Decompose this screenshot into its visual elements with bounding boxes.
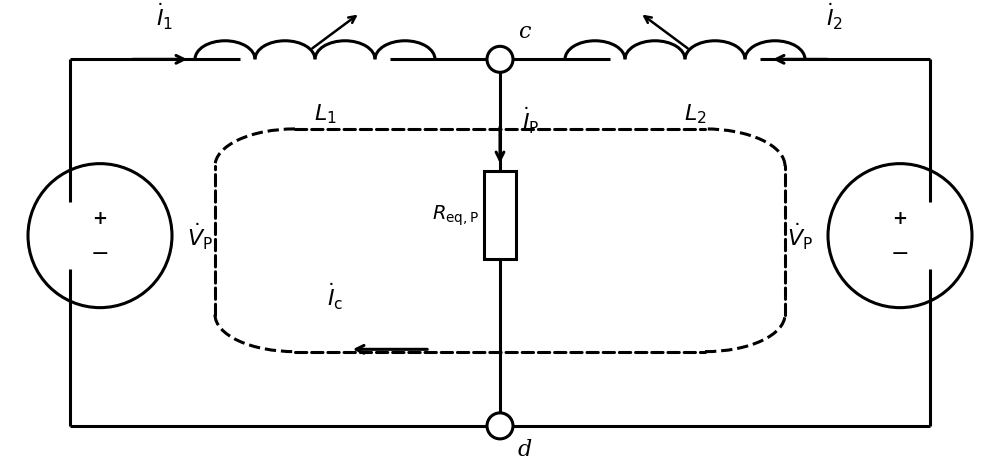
Text: $\dot{V}_{\mathrm{P}}$: $\dot{V}_{\mathrm{P}}$ (187, 221, 213, 251)
Bar (484, 171, 516, 259)
Text: d: d (518, 438, 532, 460)
Text: $R_{\mathrm{eq,P}}$: $R_{\mathrm{eq,P}}$ (432, 203, 479, 227)
Circle shape (487, 413, 513, 439)
Text: c: c (518, 21, 530, 44)
Text: +: + (92, 210, 108, 228)
Text: −: − (891, 243, 909, 264)
Text: $\dot{I}_{\mathrm{c}}$: $\dot{I}_{\mathrm{c}}$ (327, 281, 343, 312)
Circle shape (487, 47, 513, 73)
Text: $L_2$: $L_2$ (684, 102, 706, 125)
Text: +: + (893, 210, 908, 228)
Text: $\dot{V}_{\mathrm{P}}$: $\dot{V}_{\mathrm{P}}$ (787, 221, 813, 251)
Text: −: − (91, 243, 109, 264)
Text: $L_1$: $L_1$ (314, 102, 336, 125)
Text: $\dot{I}_1$: $\dot{I}_1$ (156, 2, 174, 32)
Text: $\dot{I}_2$: $\dot{I}_2$ (826, 2, 844, 32)
Text: $\dot{I}_{\mathrm{P}}$: $\dot{I}_{\mathrm{P}}$ (522, 105, 540, 136)
